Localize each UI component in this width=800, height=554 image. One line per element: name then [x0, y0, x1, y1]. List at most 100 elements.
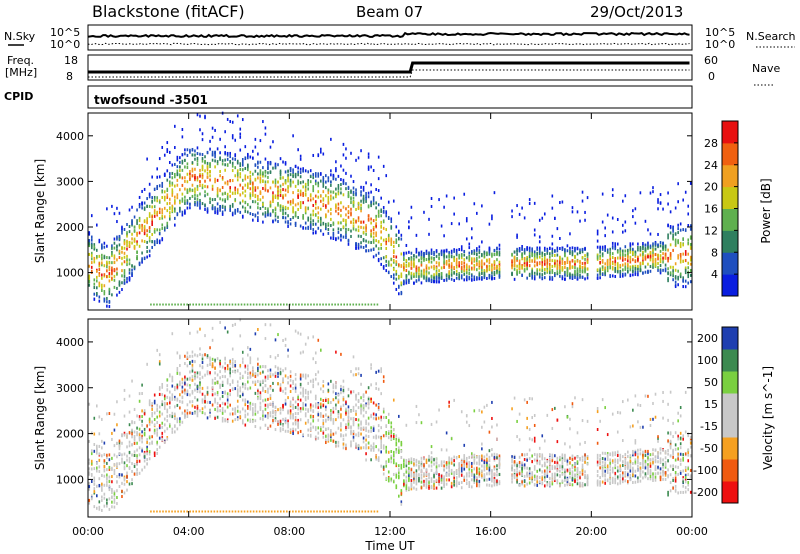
power-point [216, 188, 219, 192]
power-point [561, 200, 564, 204]
velocity-point [350, 425, 352, 429]
power-point [289, 166, 292, 170]
power-point [241, 163, 244, 167]
power-point [428, 251, 430, 255]
power-point [455, 261, 458, 265]
power-point [247, 185, 249, 189]
velocity-point [284, 398, 287, 402]
velocity-point [247, 405, 249, 409]
power-point [319, 220, 322, 224]
power-point [304, 221, 307, 225]
power-point [652, 186, 654, 190]
power-point [340, 234, 342, 238]
power-point [241, 160, 244, 164]
power-point [226, 195, 229, 199]
power-point [267, 171, 269, 175]
power-point [184, 209, 186, 213]
power-point [400, 290, 403, 294]
velocity-point [247, 364, 249, 368]
velocity-point [168, 399, 171, 403]
power-point [314, 231, 317, 235]
power-point [659, 201, 662, 205]
velocity-point [254, 332, 257, 336]
power-point [526, 276, 528, 280]
power-point [425, 276, 428, 280]
power-point [244, 177, 247, 181]
power-point [423, 251, 425, 255]
velocity-point [249, 375, 252, 379]
power-point [493, 260, 496, 264]
power-point [551, 253, 554, 257]
velocity-point [362, 426, 365, 430]
velocity-point [365, 443, 367, 447]
power-point [647, 243, 649, 247]
power-point [377, 240, 380, 244]
power-point [513, 256, 516, 260]
power-point [546, 261, 549, 265]
velocity-point [244, 370, 247, 374]
velocity-point [302, 405, 304, 409]
velocity-point [367, 429, 370, 433]
velocity-point [352, 373, 355, 377]
power-point [166, 224, 169, 228]
power-point [647, 270, 649, 274]
power-point [528, 251, 531, 255]
velocity-point [111, 488, 113, 492]
power-point [327, 198, 330, 202]
velocity-point [309, 390, 312, 394]
power-point [136, 208, 138, 212]
velocity-point [146, 458, 148, 462]
velocity-point [257, 379, 259, 383]
velocity-point [171, 427, 174, 431]
power-point [491, 252, 493, 256]
power-point [179, 169, 181, 173]
power-point [470, 278, 473, 282]
power-point [166, 169, 169, 173]
power-point [360, 241, 362, 245]
velocity-point [216, 381, 219, 385]
power-point [468, 257, 471, 261]
power-point [287, 169, 289, 173]
power-point [189, 206, 191, 210]
power-point [347, 228, 350, 232]
power-point [224, 151, 226, 155]
power-point [317, 181, 320, 185]
power-point [158, 239, 161, 243]
velocity-point [362, 394, 365, 398]
power-point [304, 226, 307, 230]
power-point [438, 261, 440, 265]
power-point [599, 245, 601, 249]
velocity-point [244, 413, 247, 417]
power-point [425, 268, 428, 272]
velocity-point [116, 462, 118, 466]
power-point [304, 189, 307, 193]
power-point [370, 200, 372, 204]
power-point [269, 162, 272, 166]
power-point [637, 267, 639, 271]
power-point [262, 203, 264, 207]
velocity-point [201, 366, 204, 370]
velocity-point [166, 419, 169, 423]
power-point [249, 170, 252, 174]
velocity-point [111, 495, 113, 499]
power-point [196, 162, 199, 166]
power-point [239, 172, 242, 176]
power-point [664, 256, 667, 260]
velocity-point [108, 475, 111, 479]
velocity-point [352, 355, 355, 359]
power-point [621, 223, 624, 227]
velocity-point [174, 417, 176, 421]
velocity-point [101, 439, 103, 443]
power-point [616, 218, 619, 222]
power-point [375, 239, 377, 243]
power-point [644, 270, 647, 274]
power-point [496, 258, 498, 262]
power-point [90, 238, 93, 242]
power-point [611, 267, 614, 271]
power-point [546, 264, 549, 268]
power-point [317, 154, 320, 158]
power-point [541, 273, 544, 277]
velocity-point [146, 462, 148, 466]
power-point [106, 304, 108, 308]
velocity-point [176, 385, 179, 389]
